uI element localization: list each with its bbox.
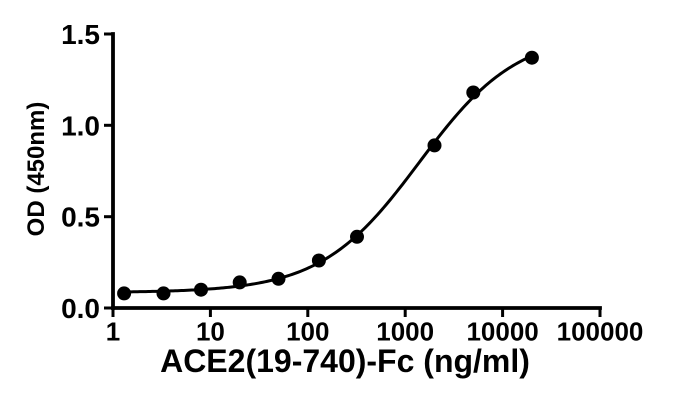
svg-text:0.0: 0.0 (61, 293, 100, 324)
svg-text:1.0: 1.0 (61, 110, 100, 141)
svg-text:1: 1 (106, 317, 120, 347)
svg-text:1.5: 1.5 (61, 19, 100, 50)
svg-text:10: 10 (196, 317, 225, 347)
svg-text:0.5: 0.5 (61, 202, 100, 233)
svg-text:100000: 100000 (557, 317, 644, 347)
svg-text:1000: 1000 (376, 317, 434, 347)
svg-text:OD (450nm): OD (450nm) (23, 102, 50, 237)
svg-text:10000: 10000 (466, 317, 538, 347)
svg-text:100: 100 (286, 317, 329, 347)
svg-text:ACE2(19-740)-Fc (ng/ml): ACE2(19-740)-Fc (ng/ml) (160, 343, 530, 379)
